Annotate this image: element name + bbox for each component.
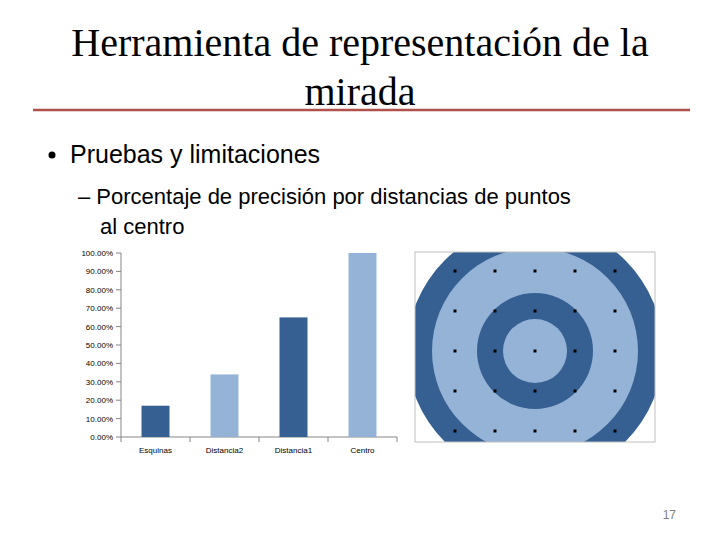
y-tick (116, 289, 121, 290)
gaze-point (534, 430, 537, 433)
y-tick (116, 437, 121, 438)
gaze-point (454, 310, 457, 313)
gaze-point (534, 270, 537, 273)
y-tick (116, 400, 121, 401)
y-tick-label: 10.00% (86, 415, 113, 424)
gaze-point (614, 310, 617, 313)
gaze-point (534, 350, 537, 353)
diagram-frame (415, 252, 655, 442)
y-tick-label: 90.00% (86, 267, 113, 276)
y-tick-label: 50.00% (86, 341, 113, 350)
gaze-point (614, 270, 617, 273)
y-tick-label: 20.00% (86, 396, 113, 405)
gaze-point (574, 310, 577, 313)
y-tick (116, 326, 121, 327)
y-tick (116, 418, 121, 419)
y-tick-label: 30.00% (86, 378, 113, 387)
gaze-point (494, 350, 497, 353)
target-diagram (407, 223, 663, 479)
gaze-point (534, 310, 537, 313)
rings (415, 252, 655, 442)
y-tick (116, 363, 121, 364)
gaze-point (494, 390, 497, 393)
bar-chart: 0.00% 10.00% 20.00% 30.00% 40.00% 50.00% 60.00… (81, 249, 397, 455)
bars (142, 253, 377, 437)
page-number: 17 (663, 508, 677, 522)
y-tick (116, 253, 121, 254)
gaze-point (494, 310, 497, 313)
gaze-point (454, 390, 457, 393)
y-tick-label: 0.00% (90, 433, 113, 442)
bar (349, 253, 377, 437)
y-tick (116, 308, 121, 309)
x-tick (328, 437, 329, 442)
gaze-point (614, 350, 617, 353)
slide-title: mirada (304, 69, 415, 114)
ring (415, 252, 655, 442)
x-tick (259, 437, 260, 442)
bullet-dot (49, 152, 56, 159)
gaze-point (454, 270, 457, 273)
gaze-point (494, 430, 497, 433)
gaze-point (574, 270, 577, 273)
bar (280, 317, 308, 437)
y-tick-label: 40.00% (86, 359, 113, 368)
x-tick-label: Esquinas (139, 446, 172, 455)
x-tick (121, 437, 122, 442)
gaze-point (574, 390, 577, 393)
gaze-point (614, 390, 617, 393)
y-tick (116, 345, 121, 346)
gaze-point (574, 350, 577, 353)
sub-bullet: – Porcentaje de precisión por distancias… (78, 184, 571, 209)
ring (432, 252, 638, 442)
y-tick (116, 271, 121, 272)
slide: Herramienta de representación de lamirad… (0, 0, 720, 540)
bar (142, 406, 170, 437)
x-tick (190, 437, 191, 442)
sub-bullet: al centro (100, 214, 184, 239)
ring (477, 293, 593, 409)
ring (503, 319, 567, 383)
x-tick-label: Distancia1 (275, 446, 313, 455)
gaze-point (454, 350, 457, 353)
y-tick-label: 80.00% (86, 286, 113, 295)
gaze-point (534, 390, 537, 393)
y-tick-label: 100.00% (81, 249, 113, 258)
title-rule (33, 109, 690, 112)
bar (211, 374, 239, 437)
canvas: Herramienta de representación de lamirad… (0, 0, 720, 540)
gaze-point (614, 430, 617, 433)
y-tick-label: 60.00% (86, 323, 113, 332)
bullet: Pruebas y limitaciones (70, 140, 320, 168)
x-tick-label: Distancia2 (206, 446, 244, 455)
gaze-point (494, 270, 497, 273)
y-tick (116, 381, 121, 382)
y-tick-label: 70.00% (86, 304, 113, 313)
gaze-point (454, 430, 457, 433)
x-tick (397, 437, 398, 442)
gaze-point (574, 430, 577, 433)
x-tick-label: Centro (350, 446, 375, 455)
slide-title: Herramienta de representación de la (71, 20, 649, 65)
